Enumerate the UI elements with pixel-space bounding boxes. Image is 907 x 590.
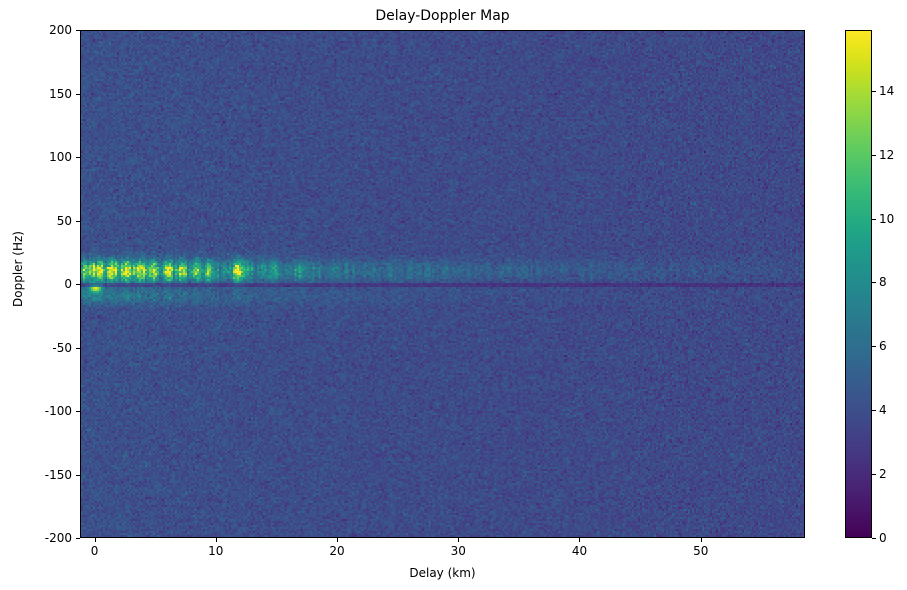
y-tick-mark [76, 538, 80, 539]
y-tick-mark [76, 284, 80, 285]
x-tick-label: 20 [329, 544, 345, 558]
y-tick-label: 100 [49, 150, 72, 164]
colorbar-tick-label: 10 [879, 211, 895, 226]
x-tick-mark [216, 538, 217, 542]
page-title: Delay-Doppler Map [375, 8, 510, 24]
x-tick-label: 40 [571, 544, 588, 558]
y-tick-mark [76, 221, 80, 222]
y-tick-mark [76, 411, 80, 412]
y-tick-label: 50 [56, 213, 72, 228]
colorbar-tick-label: 14 [879, 83, 895, 98]
x-tick-label: 50 [693, 544, 709, 558]
x-tick-mark [458, 538, 459, 542]
x-tick-label: 10 [208, 544, 224, 558]
delay-doppler-heatmap [81, 31, 804, 537]
y-tick-label: -200 [44, 531, 72, 545]
colorbar-tick-label: 0 [879, 531, 887, 545]
colorbar-tick-mark [872, 474, 876, 475]
colorbar-tick-label: 4 [879, 403, 887, 418]
y-tick-mark [76, 157, 80, 158]
y-axis-label: Doppler (Hz) [11, 231, 25, 307]
colorbar-tick-label: 12 [879, 147, 895, 162]
heatmap-plot-area[interactable] [80, 30, 805, 538]
colorbar-tick-label: 8 [879, 275, 887, 290]
x-tick-label: 30 [450, 544, 466, 558]
colorbar-tick-mark [872, 282, 876, 283]
y-tick-mark [76, 94, 80, 95]
colorbar-tick-mark [872, 219, 876, 220]
colorbar-tick-label: 6 [879, 339, 887, 354]
colorbar-tick-mark [872, 538, 876, 539]
colorbar-tick-mark [872, 155, 876, 156]
colorbar-gradient [846, 31, 871, 537]
y-tick-label: -100 [44, 404, 72, 418]
y-tick-label: 0 [64, 277, 72, 291]
y-tick-mark [76, 475, 80, 476]
x-tick-mark [95, 538, 96, 542]
colorbar-tick-label: 2 [879, 467, 887, 482]
y-tick-label: 150 [49, 86, 72, 101]
colorbar-tick-mark [872, 410, 876, 411]
y-tick-label: -150 [44, 467, 72, 482]
x-tick-label: 0 [90, 544, 99, 558]
colorbar[interactable] [845, 30, 872, 538]
x-axis-label: Delay (km) [409, 566, 476, 580]
y-tick-label: 200 [49, 23, 72, 37]
x-tick-mark [579, 538, 580, 542]
y-tick-mark [76, 30, 80, 31]
y-tick-label: -50 [52, 340, 72, 355]
colorbar-tick-mark [872, 346, 876, 347]
x-tick-mark [337, 538, 338, 542]
x-tick-mark [701, 538, 702, 542]
colorbar-tick-mark [872, 91, 876, 92]
y-tick-mark [76, 348, 80, 349]
